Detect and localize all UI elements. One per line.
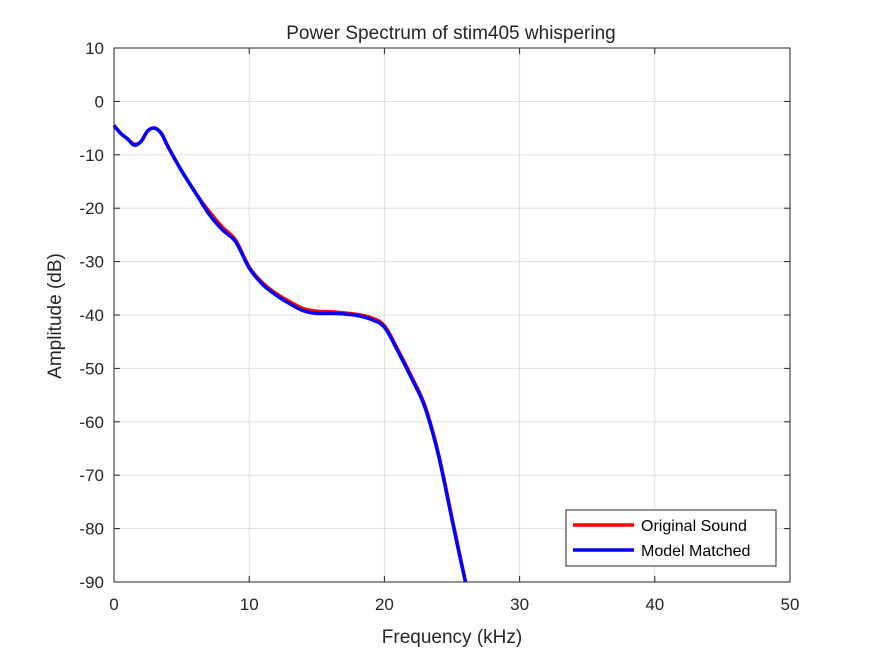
axes-frame — [113, 47, 791, 583]
x-tick-label: 40 — [645, 595, 664, 614]
legend-label-original-sound: Original Sound — [641, 518, 747, 535]
x-axis-label: Frequency (kHz) — [382, 627, 522, 648]
series-line-model-matched — [112, 124, 468, 583]
y-tick-label: -10 — [79, 146, 104, 165]
y-tick-labels: 10 0 -10 -20 -30 -40 -50 -60 -70 -80 -90 — [79, 39, 104, 592]
x-tick-labels: 0 10 20 30 40 50 — [109, 595, 799, 614]
x-tick-label: 20 — [375, 595, 394, 614]
legend-label-model-matched: Model Matched — [641, 543, 750, 560]
x-tick-label: 0 — [109, 595, 118, 614]
y-tick-label: -20 — [79, 199, 104, 218]
series-group — [112, 124, 468, 583]
y-tick-label: -50 — [79, 359, 104, 378]
y-tick-label: -90 — [79, 573, 104, 592]
x-tick-label: 30 — [510, 595, 529, 614]
chart-title: Power Spectrum of stim405 whispering — [286, 23, 615, 44]
y-tick-label: -70 — [79, 466, 104, 485]
legend-box — [565, 509, 777, 567]
y-tick-label: -30 — [79, 253, 104, 272]
x-tick-label: 10 — [240, 595, 259, 614]
y-tick-label: -40 — [79, 306, 104, 325]
y-tick-label: -80 — [79, 520, 104, 539]
y-axis-label: Amplitude (dB) — [45, 253, 66, 379]
y-tick-label: 10 — [85, 39, 104, 58]
y-tick-label: -60 — [79, 413, 104, 432]
legend: Original Sound Model Matched — [565, 509, 777, 567]
x-tick-label: 50 — [781, 595, 800, 614]
y-tick-label: 0 — [95, 92, 104, 111]
